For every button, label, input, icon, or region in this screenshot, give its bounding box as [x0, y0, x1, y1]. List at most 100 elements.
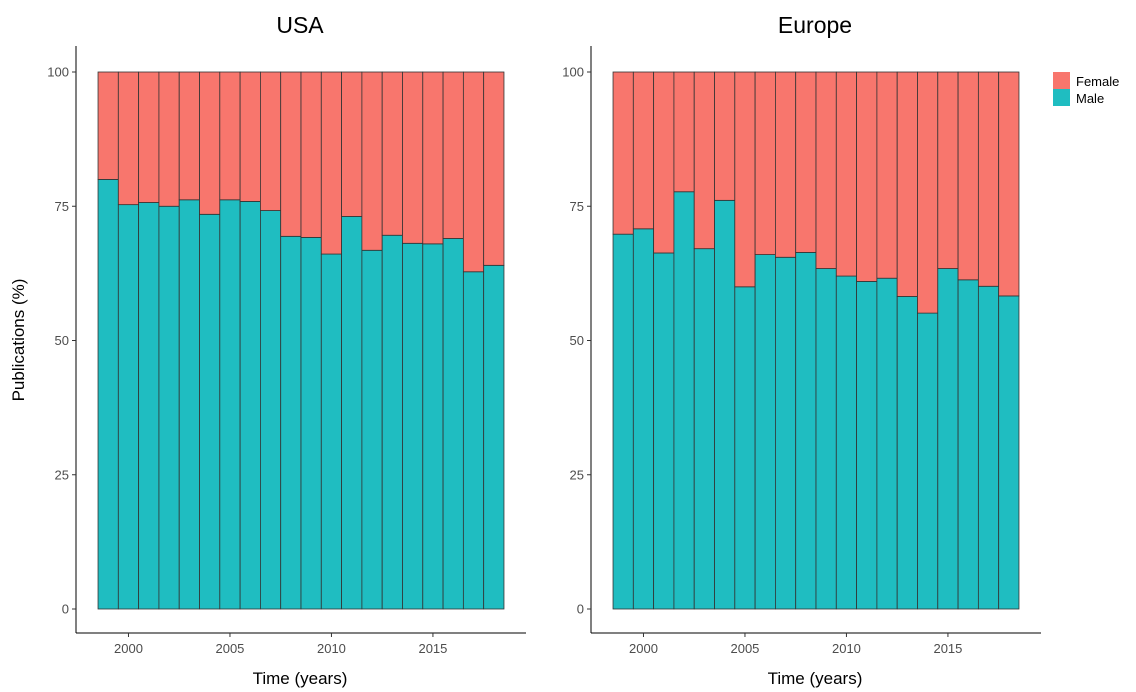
- x-tick-label: 2005: [730, 641, 759, 656]
- y-tick-label: 25: [570, 467, 584, 482]
- bar-male-2017: [977, 285, 1000, 610]
- bar-female-2017: [462, 71, 485, 273]
- bar-male-2014: [917, 312, 939, 610]
- bar-male-2009: [815, 268, 837, 610]
- y-tick-label: 75: [55, 199, 69, 214]
- y-tick-label: 50: [570, 333, 584, 348]
- bar-female-2010: [835, 71, 857, 277]
- bar-male-2010: [320, 253, 342, 610]
- axes-usa: 0 25 50 75 100 2000 2005 2010 2015: [47, 46, 526, 656]
- bar-male-1999: [97, 178, 119, 610]
- bar-male-2000: [632, 228, 655, 610]
- bar-male-2018: [483, 264, 505, 610]
- bar-female-2000: [117, 71, 140, 206]
- bar-female-2006: [754, 71, 776, 255]
- bars-usa: [97, 71, 505, 610]
- legend-swatch-male: [1053, 89, 1070, 106]
- bar-male-2005: [219, 199, 241, 610]
- bar-male-2014: [402, 242, 424, 610]
- bar-male-2006: [754, 254, 776, 610]
- bar-male-2013: [381, 234, 403, 610]
- panel-title-usa: USA: [276, 12, 324, 38]
- axes-europe: 0 25 50 75 100 2000 2005 2010 2015: [562, 46, 1041, 656]
- bar-female-2018: [998, 71, 1020, 297]
- bar-male-2012: [361, 249, 383, 610]
- legend-swatch-female: [1053, 72, 1070, 89]
- bar-female-1999: [97, 71, 119, 180]
- bar-female-2002: [673, 71, 695, 193]
- bar-female-2007: [260, 71, 282, 211]
- bar-female-2005: [219, 71, 241, 201]
- bar-male-2009: [300, 236, 322, 610]
- x-tick-label: 2000: [114, 641, 143, 656]
- x-axis-title-europe: Time (years): [768, 669, 863, 688]
- bar-female-2001: [653, 71, 675, 254]
- bar-male-2013: [896, 296, 918, 610]
- bar-female-2011: [856, 71, 878, 282]
- legend: Female Male: [1053, 72, 1119, 106]
- bar-male-2011: [856, 281, 878, 610]
- bar-male-2010: [835, 275, 857, 610]
- x-tick-label: 2000: [629, 641, 658, 656]
- bar-male-2007: [775, 256, 797, 610]
- bar-male-2001: [138, 202, 160, 610]
- panel-usa: USA Time (years) Publications (%) 0 25 50 7…: [9, 12, 526, 688]
- bar-male-2008: [280, 235, 302, 610]
- bar-male-1999: [612, 233, 634, 610]
- bar-male-2004: [714, 199, 736, 610]
- y-tick-label: 0: [62, 602, 69, 617]
- bar-male-2007: [260, 210, 282, 610]
- bar-female-2007: [775, 71, 797, 258]
- bar-female-1999: [612, 71, 634, 235]
- bar-female-2014: [402, 71, 424, 244]
- y-tick-label: 75: [570, 199, 584, 214]
- x-tick-label: 2010: [832, 641, 861, 656]
- bar-female-2015: [422, 71, 444, 245]
- legend-label-male: Male: [1076, 91, 1104, 106]
- bar-female-2017: [977, 71, 1000, 287]
- bar-female-2004: [714, 71, 736, 201]
- y-tick-label: 0: [577, 602, 584, 617]
- bar-male-2002: [158, 205, 180, 610]
- bar-female-2000: [632, 71, 655, 230]
- x-tick-label: 2015: [418, 641, 447, 656]
- bar-male-2011: [341, 216, 363, 610]
- bar-male-2002: [673, 191, 695, 610]
- bar-female-2005: [734, 71, 756, 288]
- bar-female-2010: [320, 71, 342, 255]
- panel-europe: Europe Time (years) 0 25 50 75 100 2000 2005 20…: [562, 12, 1041, 688]
- bar-female-2016: [442, 71, 464, 239]
- bar-female-2013: [381, 71, 403, 236]
- bar-male-2015: [422, 243, 444, 610]
- bar-male-2008: [795, 252, 817, 610]
- bar-male-2001: [653, 252, 675, 610]
- bar-female-2004: [199, 71, 221, 215]
- bar-female-2012: [876, 71, 898, 279]
- bar-female-2011: [341, 71, 363, 217]
- y-tick-label: 100: [562, 65, 584, 80]
- bar-female-2009: [815, 71, 837, 269]
- bar-female-2012: [361, 71, 383, 251]
- x-tick-label: 2005: [215, 641, 244, 656]
- x-tick-label: 2010: [317, 641, 346, 656]
- y-tick-label: 100: [47, 65, 69, 80]
- bar-male-2003: [178, 199, 200, 610]
- bar-female-2003: [693, 71, 715, 250]
- bar-male-2000: [117, 204, 140, 610]
- bars-europe: [612, 71, 1020, 610]
- bar-male-2016: [442, 238, 464, 610]
- bar-male-2006: [239, 201, 261, 610]
- x-axis-title-usa: Time (years): [253, 669, 348, 688]
- bar-female-2016: [957, 71, 979, 281]
- bar-male-2012: [876, 277, 898, 610]
- bar-male-2005: [734, 286, 756, 610]
- bar-female-2013: [896, 71, 918, 297]
- y-tick-label: 25: [55, 467, 69, 482]
- y-tick-label: 50: [55, 333, 69, 348]
- bar-male-2015: [937, 268, 959, 610]
- bar-female-2008: [280, 71, 302, 237]
- bar-female-2018: [483, 71, 505, 266]
- legend-label-female: Female: [1076, 74, 1119, 89]
- bar-male-2004: [199, 213, 221, 610]
- bar-male-2018: [998, 295, 1020, 610]
